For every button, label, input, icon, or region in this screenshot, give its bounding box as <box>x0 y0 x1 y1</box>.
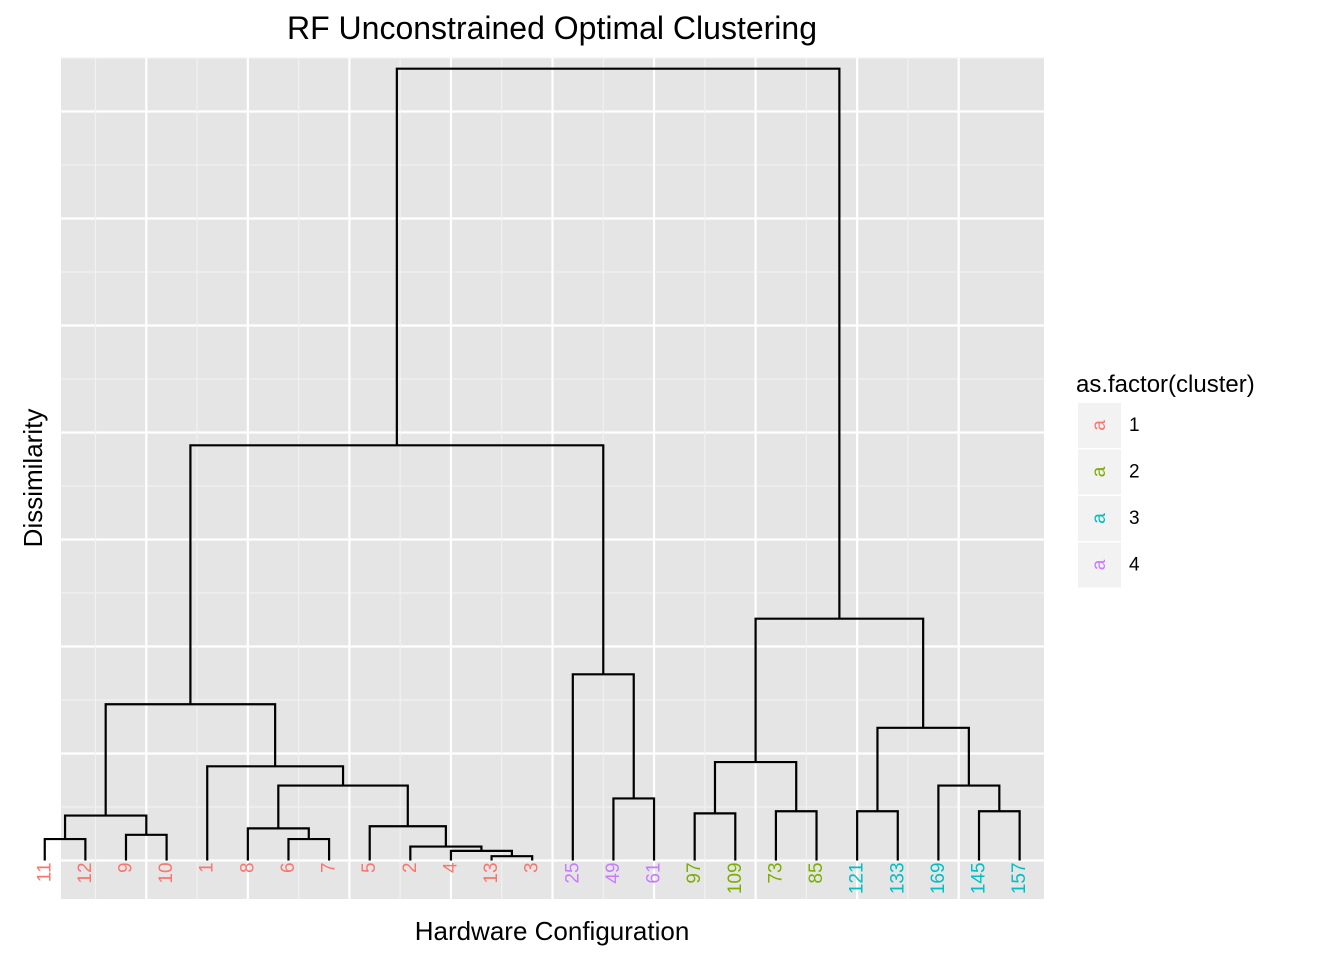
leaf-label: 49 <box>603 862 624 883</box>
leaf-label: 12 <box>75 862 96 883</box>
leaf-label: 97 <box>684 862 705 883</box>
leaf-label: 3 <box>522 862 543 873</box>
leaf-label: 6 <box>278 862 299 873</box>
legend-key-box <box>1078 496 1121 541</box>
x-axis-title: Hardware Configuration <box>415 916 690 946</box>
legend-key-box <box>1078 403 1121 448</box>
dendrogram-branch <box>395 67 841 619</box>
leaf-label: 169 <box>928 862 949 894</box>
leaf-label: 25 <box>562 862 583 883</box>
leaf-label: 157 <box>1009 862 1030 894</box>
leaf-label: 109 <box>725 862 746 894</box>
leaf-label: 61 <box>644 862 665 883</box>
dendrogram-branch <box>189 444 605 705</box>
dendrogram-branch <box>277 784 409 829</box>
leaf-label: 5 <box>359 862 380 873</box>
dendrogram-branch <box>754 617 925 763</box>
legend-key-box <box>1078 449 1121 495</box>
legend-entry-label: 4 <box>1129 555 1140 576</box>
leaf-label: 13 <box>481 862 502 883</box>
leaf-label: 121 <box>847 862 868 894</box>
leaf-label: 8 <box>237 862 258 873</box>
legend-keys: a 1 a 2 a 3 a 4 <box>1078 403 1140 588</box>
leaf-label: 7 <box>319 862 340 873</box>
legend-key-glyph: a <box>1089 559 1110 570</box>
legend-entry-label: 2 <box>1129 462 1140 483</box>
dendrogram-branch <box>246 827 310 861</box>
leaf-label: 1 <box>197 862 218 873</box>
leaf-label: 133 <box>887 862 908 894</box>
leaf-label: 4 <box>440 862 461 873</box>
dendrogram-branch <box>104 703 277 816</box>
legend-key-box <box>1078 542 1121 588</box>
leaf-label: 11 <box>34 862 55 882</box>
dendrogram-edges <box>43 67 1021 861</box>
grid-lines <box>43 57 1044 899</box>
dendrogram-branch <box>124 833 168 861</box>
y-axis-title: Dissimilarity <box>18 409 48 548</box>
dendrogram-branch <box>937 784 1001 861</box>
leaf-label: 73 <box>765 862 786 883</box>
leaf-labels: 11 12 9 10 1 8 6 7 5 2 4 13 3 25 49 61 97 109 73 85 121 133 16… <box>34 862 1030 894</box>
legend-key-glyph: a <box>1089 513 1110 524</box>
legend-entry-label: 3 <box>1129 508 1140 529</box>
legend-entry-label: 1 <box>1129 415 1140 436</box>
leaf-label: 10 <box>156 862 177 883</box>
legend-key-glyph: a <box>1089 466 1110 477</box>
leaf-label: 85 <box>806 862 827 883</box>
legend-key-glyph: a <box>1089 420 1110 431</box>
leaf-label: 2 <box>400 862 421 873</box>
leaf-label: 9 <box>115 862 136 873</box>
legend-title: as.factor(cluster) <box>1076 371 1255 398</box>
leaf-label: 145 <box>969 862 990 894</box>
legend: as.factor(cluster) a 1 a 2 a 3 a 4 <box>1076 371 1255 588</box>
chart-title: RF Unconstrained Optimal Clustering <box>287 10 817 46</box>
dendrogram-branch <box>368 825 447 861</box>
